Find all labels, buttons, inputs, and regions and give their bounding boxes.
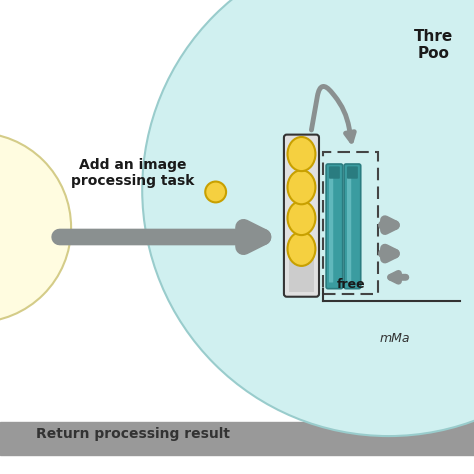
FancyBboxPatch shape bbox=[347, 166, 358, 179]
FancyArrowPatch shape bbox=[311, 86, 354, 141]
Ellipse shape bbox=[288, 137, 315, 171]
Ellipse shape bbox=[288, 232, 315, 266]
Text: Return processing result: Return processing result bbox=[36, 427, 230, 441]
Circle shape bbox=[0, 133, 71, 322]
Text: free: free bbox=[337, 278, 365, 291]
FancyBboxPatch shape bbox=[347, 170, 351, 283]
Text: Add an image
processing task: Add an image processing task bbox=[71, 158, 194, 188]
Bar bbox=[323, 152, 378, 294]
Text: Thre
Poo: Thre Poo bbox=[414, 29, 453, 61]
FancyBboxPatch shape bbox=[284, 135, 319, 297]
Ellipse shape bbox=[288, 201, 315, 235]
FancyArrowPatch shape bbox=[391, 273, 406, 281]
FancyBboxPatch shape bbox=[344, 164, 361, 289]
Bar bbox=[289, 258, 314, 292]
Circle shape bbox=[205, 182, 226, 202]
Circle shape bbox=[142, 0, 474, 436]
Text: mMa: mMa bbox=[379, 332, 410, 346]
Ellipse shape bbox=[288, 170, 315, 204]
FancyArrowPatch shape bbox=[383, 220, 395, 230]
FancyArrowPatch shape bbox=[383, 248, 395, 259]
Bar bbox=[0, 422, 474, 455]
FancyBboxPatch shape bbox=[329, 166, 340, 179]
FancyBboxPatch shape bbox=[329, 170, 333, 283]
FancyBboxPatch shape bbox=[326, 164, 343, 289]
